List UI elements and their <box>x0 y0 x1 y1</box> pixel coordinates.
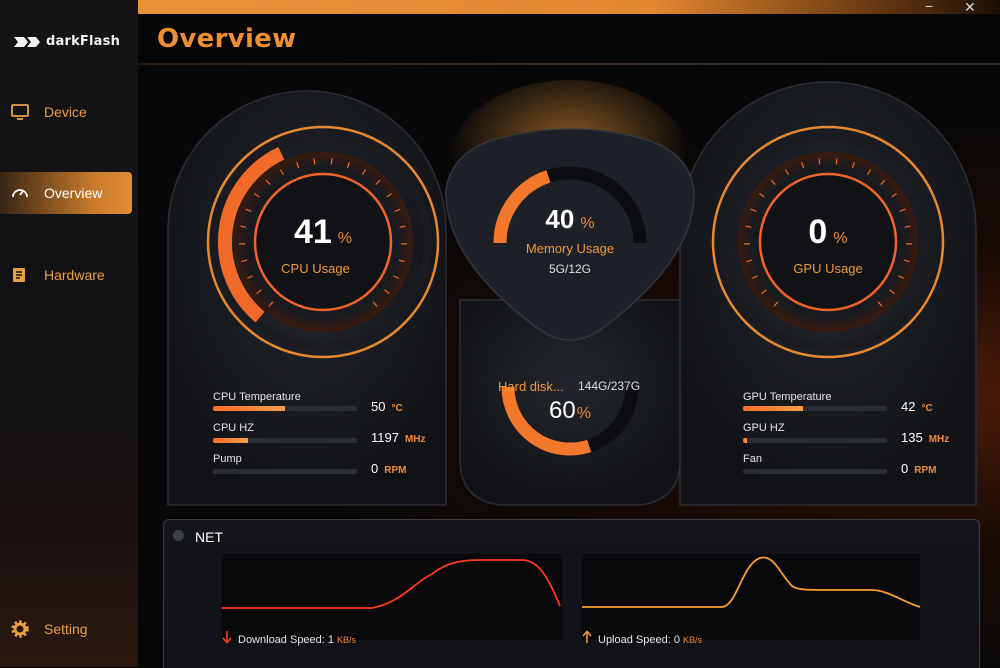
gpu-usage-unit: % <box>833 230 847 247</box>
download-line <box>222 560 560 608</box>
memory-usage-unit: % <box>580 215 594 232</box>
sidebar-item-label: Overview <box>44 185 102 201</box>
cpu-temperature-value: 50°C <box>371 399 403 414</box>
disk-detail: 144G/237G <box>578 379 648 393</box>
gauges-canvas <box>138 65 1000 517</box>
gpu-hz-label: GPU HZ <box>743 422 785 434</box>
cpu-temperature-fill <box>213 406 285 411</box>
upload-line <box>582 557 920 607</box>
cpu-hz-label: CPU HZ <box>213 422 254 434</box>
gpu-usage-readout: 0% <box>768 213 888 252</box>
cpu-temperature-label: CPU Temperature <box>213 391 301 403</box>
title-bar <box>138 0 1000 14</box>
sidebar-item-hardware[interactable]: Hardware <box>0 254 132 296</box>
net-status-dot <box>173 530 184 541</box>
disk-usage-unit: % <box>577 405 591 422</box>
gpu-hz-bar <box>743 438 887 443</box>
upload-chart <box>582 554 920 640</box>
sidebar-item-overview[interactable]: Overview <box>0 172 132 214</box>
sidebar-item-label: Hardware <box>44 267 105 283</box>
gpu-temperature-value: 42°C <box>901 399 933 414</box>
fan-bar <box>743 469 887 474</box>
cpu-usage-value: 41 <box>294 213 332 251</box>
gear-icon <box>10 619 30 639</box>
cpu-hz-fill <box>213 438 248 443</box>
download-graph <box>222 554 562 640</box>
sidebar: darkFlash Device Overview Hardware Setti… <box>0 0 138 667</box>
gauge-tick <box>331 158 332 164</box>
darkflash-logo-icon <box>14 37 42 47</box>
memory-usage-value: 40 <box>545 204 574 234</box>
pump-label: Pump <box>213 453 242 465</box>
sidebar-item-label: Device <box>44 104 87 120</box>
upload-arrow-icon <box>582 630 592 644</box>
sidebar-item-device[interactable]: Device <box>0 91 132 133</box>
gauge-tick <box>819 158 820 164</box>
download-chart <box>222 554 562 640</box>
memory-disk-gauge <box>446 80 694 505</box>
minimize-button[interactable]: − <box>925 0 933 14</box>
pump-bar <box>213 469 357 474</box>
logo-text: darkFlash <box>46 34 120 49</box>
page-title: Overview <box>157 24 296 54</box>
cpu-hz-bar <box>213 438 357 443</box>
gpu-temperature-bar <box>743 406 887 411</box>
gauge-tick <box>314 158 315 164</box>
cpu-temperature-bar <box>213 406 357 411</box>
brand-logo: darkFlash <box>14 34 120 49</box>
memory-usage-label: Memory Usage <box>510 241 630 256</box>
monitor-icon <box>10 102 30 122</box>
disk-label: Hard disk... <box>498 379 568 394</box>
download-arrow-icon <box>222 630 232 644</box>
sidebar-item-setting[interactable]: Setting <box>0 608 132 650</box>
disk-usage-readout: 60% <box>530 397 610 425</box>
sidebar-item-label: Setting <box>44 621 88 637</box>
upload-graph <box>582 554 920 640</box>
close-button[interactable]: ✕ <box>964 0 976 16</box>
cpu-usage-label: CPU Usage <box>253 261 378 276</box>
gpu-temperature-label: GPU Temperature <box>743 391 831 403</box>
cpu-usage-readout: 41% <box>253 213 393 252</box>
gpu-hz-fill <box>743 438 747 443</box>
net-title: NET <box>195 529 223 545</box>
gauge-tick <box>836 158 837 164</box>
gpu-usage-label: GPU Usage <box>763 261 893 276</box>
gpu-temperature-fill <box>743 406 803 411</box>
memory-usage-detail: 5G/12G <box>510 262 630 276</box>
speedometer-icon <box>10 183 30 203</box>
memory-usage-readout: 40% <box>510 204 630 235</box>
disk-usage-value: 60 <box>549 397 576 424</box>
fan-label: Fan <box>743 453 762 465</box>
gpu-usage-value: 0 <box>808 213 827 251</box>
cpu-usage-unit: % <box>338 230 352 247</box>
document-icon <box>10 265 30 285</box>
